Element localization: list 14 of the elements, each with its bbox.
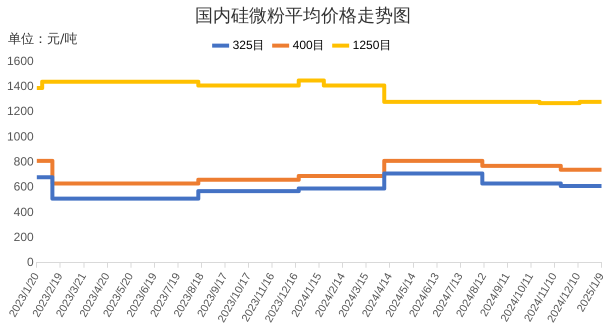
y-tick-label: 1200 [6,104,34,118]
y-tick-label: 600 [14,180,34,194]
y-tick-label: 1000 [6,129,34,144]
legend-label: 325目 [232,38,265,52]
y-tick-label: 1400 [6,79,34,94]
y-tick-label: 0 [27,255,34,270]
legend-label: 1250目 [352,38,392,52]
text: 单位：元/吨 [8,32,78,47]
chart-title: 国内硅微粉平均价格走势图 [195,5,411,26]
y-tick-label: 400 [14,204,34,219]
y-tick-label: 1600 [6,54,34,68]
y-tick-label: 200 [14,230,34,244]
y-tick-label: 800 [14,154,34,168]
legend-label: 400目 [292,38,325,52]
